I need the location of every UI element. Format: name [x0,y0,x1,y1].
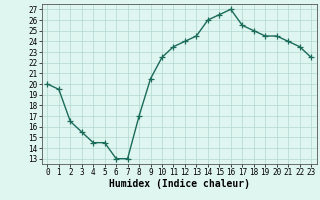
X-axis label: Humidex (Indice chaleur): Humidex (Indice chaleur) [109,179,250,189]
